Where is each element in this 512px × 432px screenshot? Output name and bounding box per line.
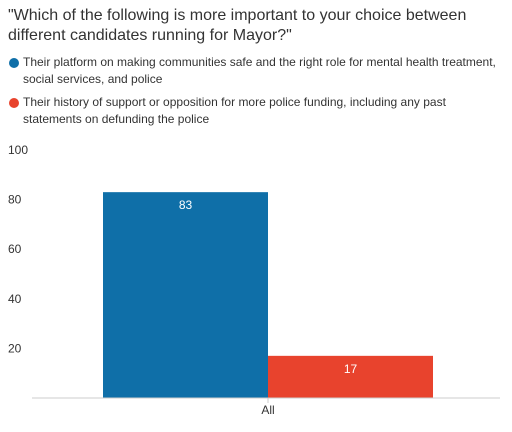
chart-title: "Which of the following is more importan… — [8, 7, 467, 44]
legend-label-platform: Their platform on making communities saf… — [23, 55, 496, 86]
bar-series-2[interactable] — [268, 355, 433, 398]
x-tick-label: All — [261, 403, 274, 417]
bars: 83 17 — [103, 192, 433, 398]
legend-label-funding: Their history of support or opposition f… — [23, 95, 446, 126]
y-tick-label: 40 — [8, 292, 22, 306]
data-label-series-2: 17 — [344, 362, 358, 376]
y-tick-label: 100 — [8, 143, 28, 157]
legend-swatch-platform — [9, 58, 19, 68]
legend-swatch-funding — [9, 98, 19, 108]
data-label-series-1: 83 — [179, 198, 193, 212]
y-tick-label: 20 — [8, 341, 22, 355]
legend: Their platform on making communities saf… — [8, 54, 504, 134]
bar-series-1[interactable] — [103, 192, 268, 398]
y-axis-ticks: 20 40 60 80 100 — [8, 143, 28, 355]
y-tick-label: 80 — [8, 193, 22, 207]
legend-item-platform[interactable]: Their platform on making communities saf… — [8, 54, 504, 88]
legend-item-funding[interactable]: Their history of support or opposition f… — [8, 94, 504, 128]
y-tick-label: 60 — [8, 242, 22, 256]
